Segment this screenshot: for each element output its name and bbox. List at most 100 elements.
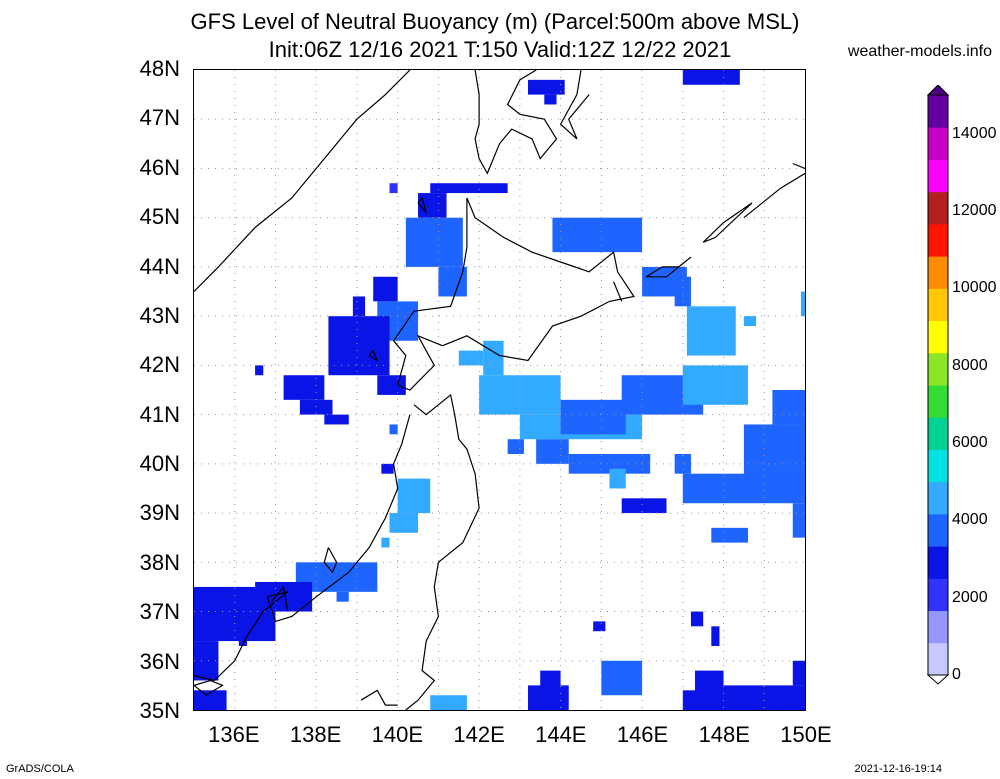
colorbar-outline bbox=[927, 94, 949, 676]
shaded-cell bbox=[507, 439, 524, 454]
colorbar-swatch bbox=[928, 417, 948, 450]
coastline bbox=[474, 70, 558, 175]
footer-timestamp: 2021-12-16-19:14 bbox=[854, 763, 942, 775]
shaded-cell bbox=[772, 390, 805, 425]
shaded-cell bbox=[528, 685, 569, 710]
shaded-cell bbox=[711, 626, 720, 646]
colorbar-swatch bbox=[928, 642, 948, 676]
latitude-label: 48N bbox=[139, 56, 180, 81]
colorbar bbox=[927, 85, 949, 685]
shaded-cell bbox=[389, 424, 398, 435]
shaded-cell bbox=[381, 537, 390, 548]
shaded-cell bbox=[682, 70, 740, 85]
longitude-label: 146E bbox=[616, 722, 669, 747]
shaded-cell bbox=[601, 660, 643, 696]
shaded-cell bbox=[682, 365, 748, 405]
shaded-cell bbox=[544, 94, 557, 105]
latitude-label: 41N bbox=[139, 401, 180, 427]
shaded-cell bbox=[389, 513, 419, 533]
map-subtitle: Init:06Z 12/16 2021 T:150 Valid:12Z 12/2… bbox=[268, 37, 732, 62]
shaded-cell bbox=[609, 468, 626, 489]
colorbar-label: 10000 bbox=[952, 279, 997, 297]
latitude-label: 44N bbox=[139, 253, 180, 279]
colorbar-swatch bbox=[928, 449, 948, 483]
latitude-label: 37N bbox=[139, 599, 180, 625]
shaded-cell bbox=[194, 690, 227, 710]
latitude-label: 35N bbox=[139, 698, 180, 723]
latitude-label: 40N bbox=[139, 451, 180, 477]
shaded-cell bbox=[430, 695, 467, 710]
coastline bbox=[613, 281, 623, 302]
shaded-cell bbox=[283, 375, 325, 400]
coastline bbox=[792, 162, 805, 170]
shaded-cell bbox=[536, 439, 569, 464]
shaded-cell bbox=[743, 316, 757, 326]
shaded-cell bbox=[682, 690, 704, 710]
shaded-cell bbox=[381, 463, 394, 474]
latitude-label: 42N bbox=[139, 352, 180, 378]
shaded-cell bbox=[792, 660, 805, 686]
shaded-cell bbox=[255, 365, 264, 376]
shaded-cell bbox=[194, 641, 219, 681]
colorbar-swatch bbox=[928, 320, 948, 354]
shaded-cell bbox=[324, 414, 349, 425]
coastline bbox=[368, 349, 379, 362]
coastline bbox=[559, 70, 590, 140]
colorbar-swatch bbox=[928, 610, 948, 644]
longitude-label: 142E bbox=[453, 722, 505, 747]
shaded-cell bbox=[373, 276, 398, 302]
shaded-cell bbox=[299, 399, 333, 415]
shaded-cell bbox=[389, 183, 398, 194]
coastline bbox=[194, 414, 411, 682]
colorbar-label: 6000 bbox=[952, 434, 988, 451]
latitude-label: 45N bbox=[139, 204, 180, 230]
shaded-cell bbox=[377, 375, 406, 395]
colorbar-label: 2000 bbox=[952, 588, 988, 606]
latitude-label: 47N bbox=[139, 105, 180, 131]
longitude-label: 140E bbox=[371, 722, 424, 747]
colorbar-swatch bbox=[928, 191, 948, 225]
coastline bbox=[194, 679, 224, 696]
colorbar-swatch bbox=[928, 481, 948, 515]
colorbar-label: 12000 bbox=[952, 202, 997, 219]
colorbar-swatch bbox=[928, 223, 948, 257]
shaded-cell bbox=[336, 591, 349, 602]
longitude-label: 150E bbox=[780, 722, 832, 747]
shaded-cell bbox=[690, 611, 704, 627]
shaded-cell bbox=[405, 217, 463, 267]
colorbar-min-arrow bbox=[927, 674, 949, 685]
map-title: GFS Level of Neutral Buoyancy (m) (Parce… bbox=[190, 9, 800, 34]
latitude-label: 39N bbox=[139, 500, 180, 526]
longitude-label: 148E bbox=[698, 722, 750, 747]
coastline bbox=[360, 689, 398, 706]
shaded-cell bbox=[674, 454, 691, 474]
latitude-label: 36N bbox=[139, 648, 180, 674]
shaded-cell bbox=[560, 399, 626, 435]
coastline bbox=[323, 547, 338, 574]
map-canvas bbox=[194, 70, 805, 710]
colorbar-swatch bbox=[928, 95, 948, 128]
shaded-cell bbox=[621, 498, 667, 514]
coastline bbox=[743, 172, 805, 219]
latitude-label: 43N bbox=[139, 302, 180, 328]
longitude-label: 144E bbox=[535, 722, 587, 747]
coastline bbox=[194, 70, 411, 292]
colorbar-label: 8000 bbox=[952, 356, 988, 374]
longitude-label: 136E bbox=[208, 722, 260, 747]
colorbar-max-arrow bbox=[927, 85, 949, 96]
colorbar-swatch bbox=[928, 159, 948, 193]
shaded-cell bbox=[792, 503, 805, 538]
shaded-cell bbox=[552, 217, 643, 253]
shaded-cell bbox=[686, 306, 736, 356]
colorbar-swatch bbox=[928, 256, 948, 289]
shaded-cell bbox=[593, 621, 606, 632]
colorbar-label: 4000 bbox=[952, 511, 988, 529]
shaded-cell bbox=[238, 631, 247, 646]
shaded-cell bbox=[682, 473, 805, 504]
shaded-cell bbox=[674, 276, 691, 307]
credit-text: weather-models.info bbox=[847, 43, 992, 60]
colorbar-swatch bbox=[928, 385, 948, 418]
shaded-cell bbox=[458, 350, 484, 366]
map-panel bbox=[193, 69, 806, 711]
coastline bbox=[702, 202, 753, 243]
